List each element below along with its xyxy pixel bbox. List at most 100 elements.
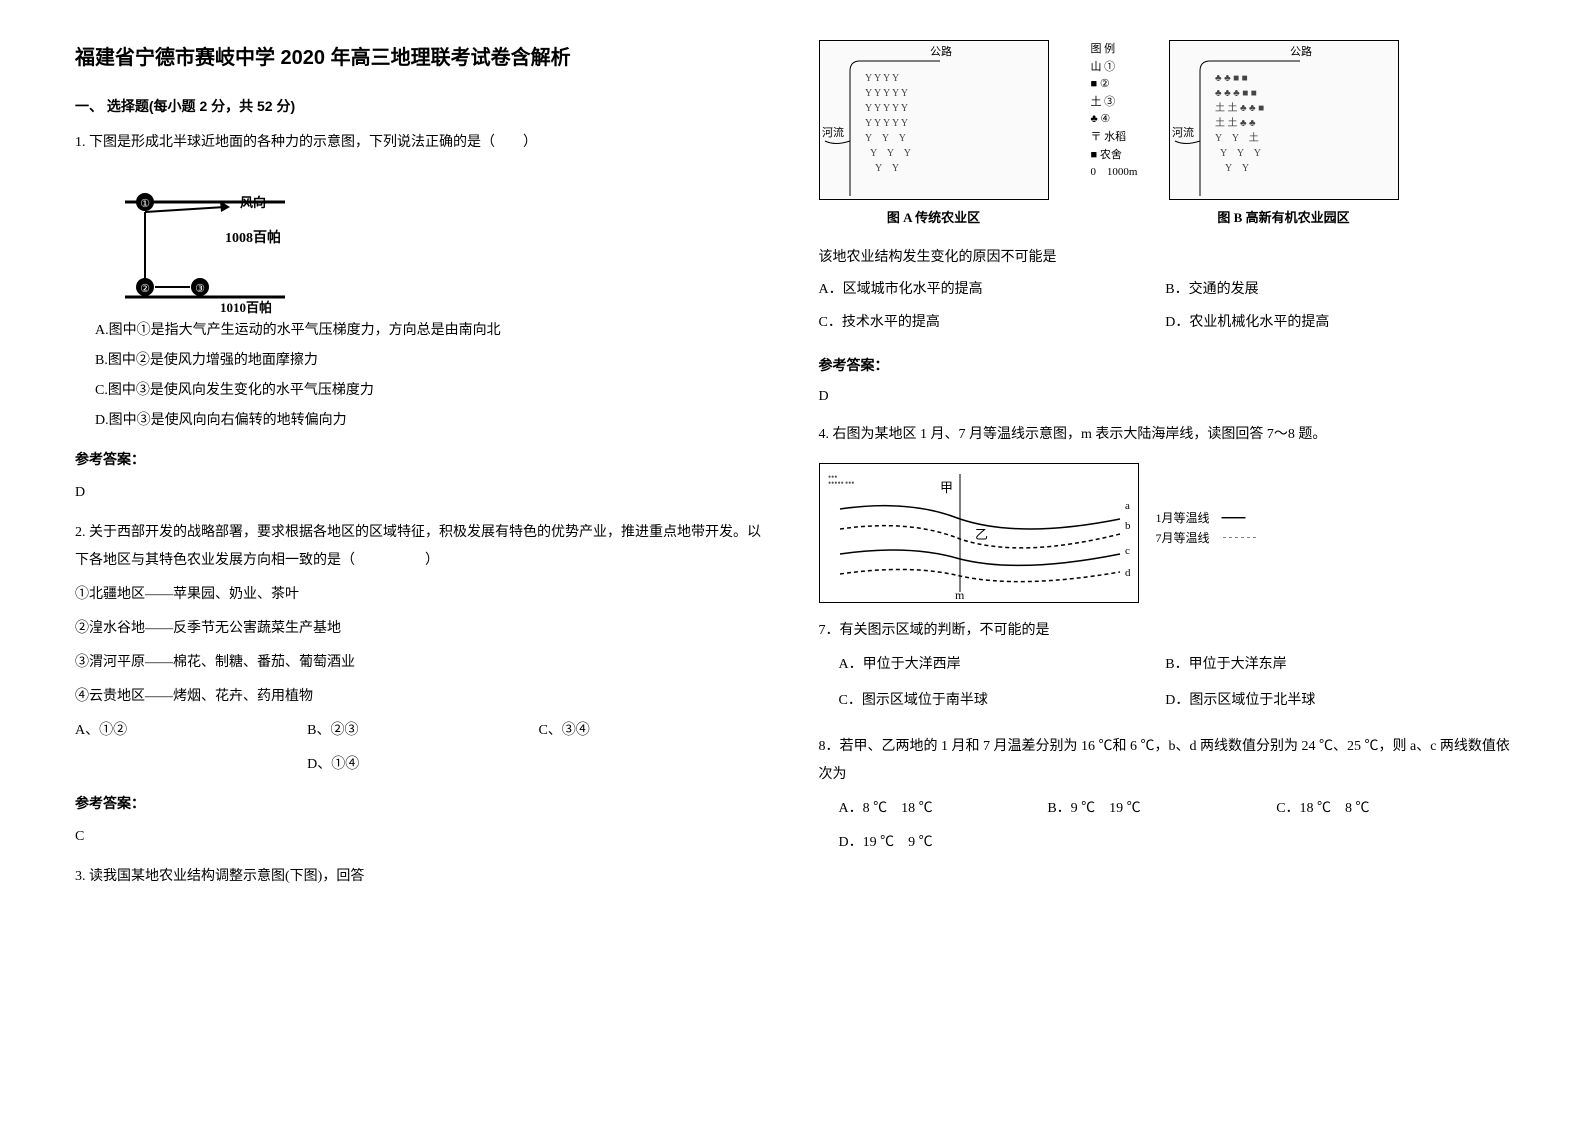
q1-opt-c: C.图中③是使风向发生变化的水平气压梯度力 <box>75 377 769 405</box>
q1-stem: 1. 下图是形成北半球近地面的各种力的示意图，下列说法正确的是（ ） <box>75 129 769 157</box>
legend-scale: 0 1000m <box>1090 164 1137 182</box>
q7-opt-c: C．图示区域位于南半球 <box>819 687 1166 715</box>
q8-opt-a: A．8 ℃ 18 ℃ <box>819 795 1048 823</box>
q1-opt-a: A.图中①是指大气产生运动的水平气压梯度力，方向总是由南向北 <box>75 317 769 345</box>
q3-options: A．区域城市化水平的提高 B．交通的发展 C．技术水平的提高 D．农业机械化水平… <box>819 277 1513 343</box>
figure-b-caption: 图 B 高新有机农业园区 <box>1169 206 1399 229</box>
legend-jul: 7月等温线 ╌╌╌ <box>1155 529 1257 548</box>
q4-legend: 1月等温线 ━━ 7月等温线 ╌╌╌ <box>1155 509 1257 547</box>
q2-opt-b: B、②③ <box>307 717 358 745</box>
q3-figures: 公路 河流 Y Y Y Y Y Y Y Y Y Y Y Y Y Y Y Y Y … <box>819 40 1513 229</box>
svg-text:Y Y Y Y Y: Y Y Y Y Y <box>865 88 908 99</box>
figure-a-caption: 图 A 传统农业区 <box>819 206 1049 229</box>
left-column: 福建省宁德市赛岐中学 2020 年高三地理联考试卷含解析 一、 选择题(每小题 … <box>50 40 794 1082</box>
question-4: 4. 右图为某地区 1 月、7 月等温线示意图，m 表示大陆海岸线，读图回答 7… <box>819 421 1513 603</box>
q7-opt-b: B．甲位于大洋东岸 <box>1165 651 1512 679</box>
q2-stem: 2. 关于西部开发的战略部署，要求根据各地区的区域特征，积极发展有特色的优势产业… <box>75 519 769 575</box>
fig-b-road-label: 公路 <box>1290 45 1312 58</box>
isotherm-svg: m 甲 a b 乙 c d •••••••• ••• <box>820 464 1138 602</box>
b-label: b <box>1125 520 1131 532</box>
q2-opt-d: D、①④ <box>307 751 359 779</box>
svg-text:Y Y Y Y Y: Y Y Y Y Y <box>865 118 908 129</box>
svg-text:♣ ♣ ♣ ■ ■: ♣ ♣ ♣ ■ ■ <box>1215 88 1257 99</box>
question-7: 7．有关图示区域的判断，不可能的是 A．甲位于大洋西岸 B．甲位于大洋东岸 C．… <box>819 617 1513 723</box>
q4-stem: 4. 右图为某地区 1 月、7 月等温线示意图，m 表示大陆海岸线，读图回答 7… <box>819 421 1513 449</box>
fig-a-river-label: 河流 <box>822 125 844 139</box>
q8-opt-d: D．19 ℃ 9 ℃ <box>819 829 1048 857</box>
q4-figure: m 甲 a b 乙 c d •••••••• ••• 1月等温线 ━━ 7月等温… <box>819 463 1139 603</box>
legend-1: 山 ① <box>1090 59 1137 77</box>
svg-text:Y Y Y: Y Y Y <box>870 148 911 159</box>
q8-opt-b: B．9 ℃ 19 ℃ <box>1047 795 1276 823</box>
q3-answer: D <box>819 384 1513 409</box>
q3-answer-label: 参考答案： <box>819 353 1513 378</box>
legend-jan: 1月等温线 ━━ <box>1155 509 1257 528</box>
svg-text:Y Y: Y Y <box>1225 163 1249 174</box>
section-1-header: 一、 选择题(每小题 2 分，共 52 分) <box>75 94 769 119</box>
exam-title: 福建省宁德市赛岐中学 2020 年高三地理联考试卷含解析 <box>75 40 769 76</box>
legend-5: 〒 水稻 <box>1090 129 1137 147</box>
right-column: 公路 河流 Y Y Y Y Y Y Y Y Y Y Y Y Y Y Y Y Y … <box>794 40 1538 1082</box>
question-3-stem-block: 3. 读我国某地农业结构调整示意图(下图)，回答 <box>75 863 769 891</box>
svg-text:•••••: ••••• <box>828 478 844 488</box>
yi-label: 乙 <box>975 527 988 542</box>
q2-item-1: ①北疆地区——苹果园、奶业、茶叶 <box>75 581 769 609</box>
m-label: m <box>955 588 965 602</box>
q2-answer: C <box>75 823 769 851</box>
legend-title: 图 例 <box>1090 41 1137 59</box>
figure-a-wrapper: 公路 河流 Y Y Y Y Y Y Y Y Y Y Y Y Y Y Y Y Y … <box>819 40 1049 229</box>
q2-opt-a: A、①② <box>75 717 127 745</box>
c-label: c <box>1125 545 1130 557</box>
legend-4: ♣ ④ <box>1090 111 1137 129</box>
q2-options-row2: A、①② D、①④ <box>75 751 769 779</box>
q3-opt-a: A．区域城市化水平的提高 <box>819 277 1166 302</box>
q7-opt-a: A．甲位于大洋西岸 <box>819 651 1166 679</box>
svg-text:Y Y Y: Y Y Y <box>1220 148 1261 159</box>
q1-answer-label: 参考答案： <box>75 445 769 473</box>
figure-a-legend: 图 例 山 ① ■ ② 土 ③ ♣ ④ 〒 水稻 ■ 农舍 0 1000m <box>1090 41 1137 182</box>
q8-stem: 8．若甲、乙两地的 1 月和 7 月温差分别为 16 ℃和 6 ℃，b、d 两线… <box>819 733 1513 789</box>
question-8: 8．若甲、乙两地的 1 月和 7 月温差分别为 16 ℃和 6 ℃，b、d 两线… <box>819 733 1513 863</box>
a-label: a <box>1125 500 1130 512</box>
q8-opt-c: C．18 ℃ 8 ℃ <box>1276 795 1505 823</box>
q8-options: A．8 ℃ 18 ℃ B．9 ℃ 19 ℃ C．18 ℃ 8 ℃ D．19 ℃ … <box>819 795 1513 863</box>
q2-opt-c: C、③④ <box>538 717 589 745</box>
q7-opt-d: D．图示区域位于北半球 <box>1165 687 1512 715</box>
pressure-1010: 1010百帕 <box>220 300 272 315</box>
svg-text:Y Y: Y Y <box>875 163 899 174</box>
q3-opt-b: B．交通的发展 <box>1165 277 1512 302</box>
svg-text:土 土 ♣ ♣ ■: 土 土 ♣ ♣ ■ <box>1215 101 1264 114</box>
d-label: d <box>1125 567 1131 579</box>
figure-a-svg: 公路 河流 Y Y Y Y Y Y Y Y Y Y Y Y Y Y Y Y Y … <box>820 41 1048 199</box>
q1-opt-d: D.图中③是使风向向右偏转的地转偏向力 <box>75 407 769 435</box>
svg-text:Y Y Y Y: Y Y Y Y <box>865 73 899 84</box>
svg-text:土 土 ♣ ♣: 土 土 ♣ ♣ <box>1215 116 1256 129</box>
q1-figure: ① 风向 1008百帕 ② ③ 1010百帕 <box>95 167 295 307</box>
svg-text:Y Y 土: Y Y 土 <box>1215 131 1259 144</box>
fig-a-road-label: 公路 <box>930 45 952 58</box>
figure-b: 公路 河流 ♣ ♣ ■ ■ ♣ ♣ ♣ ■ ■ 土 土 ♣ ♣ ■ 土 土 ♣ … <box>1169 40 1399 200</box>
jia-label: 甲 <box>940 480 953 495</box>
q2-item-3: ③渭河平原——棉花、制糖、番茄、葡萄酒业 <box>75 649 769 677</box>
q7-options: A．甲位于大洋西岸 B．甲位于大洋东岸 C．图示区域位于南半球 D．图示区域位于… <box>819 651 1513 723</box>
svg-text:♣ ♣ ■ ■: ♣ ♣ ■ ■ <box>1215 73 1248 84</box>
figure-b-wrapper: 公路 河流 ♣ ♣ ■ ■ ♣ ♣ ♣ ■ ■ 土 土 ♣ ♣ ■ 土 土 ♣ … <box>1169 40 1399 229</box>
circle-2: ② <box>140 283 150 295</box>
q7-stem: 7．有关图示区域的判断，不可能的是 <box>819 617 1513 645</box>
svg-text:•••: ••• <box>845 478 854 488</box>
pressure-1008: 1008百帕 <box>225 229 281 246</box>
circle-3: ③ <box>195 283 205 295</box>
circle-1: ① <box>140 198 150 210</box>
fig-b-river-label: 河流 <box>1172 125 1194 139</box>
q2-item-2: ②湟水谷地——反季节无公害蔬菜生产基地 <box>75 615 769 643</box>
q3-opt-d: D．农业机械化水平的提高 <box>1165 310 1512 335</box>
q2-options-row1: A、①② B、②③ C、③④ <box>75 717 769 745</box>
q3-opt-c: C．技术水平的提高 <box>819 310 1166 335</box>
q2-item-4: ④云贵地区——烤烟、花卉、药用植物 <box>75 683 769 711</box>
q2-answer-label: 参考答案： <box>75 789 769 817</box>
figure-b-svg: 公路 河流 ♣ ♣ ■ ■ ♣ ♣ ♣ ■ ■ 土 土 ♣ ♣ ■ 土 土 ♣ … <box>1170 41 1398 199</box>
legend-6: ■ 农舍 <box>1090 147 1137 165</box>
q3-subquestion: 该地农业结构发生变化的原因不可能是 <box>819 245 1513 270</box>
figure-a: 公路 河流 Y Y Y Y Y Y Y Y Y Y Y Y Y Y Y Y Y … <box>819 40 1049 200</box>
svg-text:Y Y Y Y Y: Y Y Y Y Y <box>865 103 908 114</box>
